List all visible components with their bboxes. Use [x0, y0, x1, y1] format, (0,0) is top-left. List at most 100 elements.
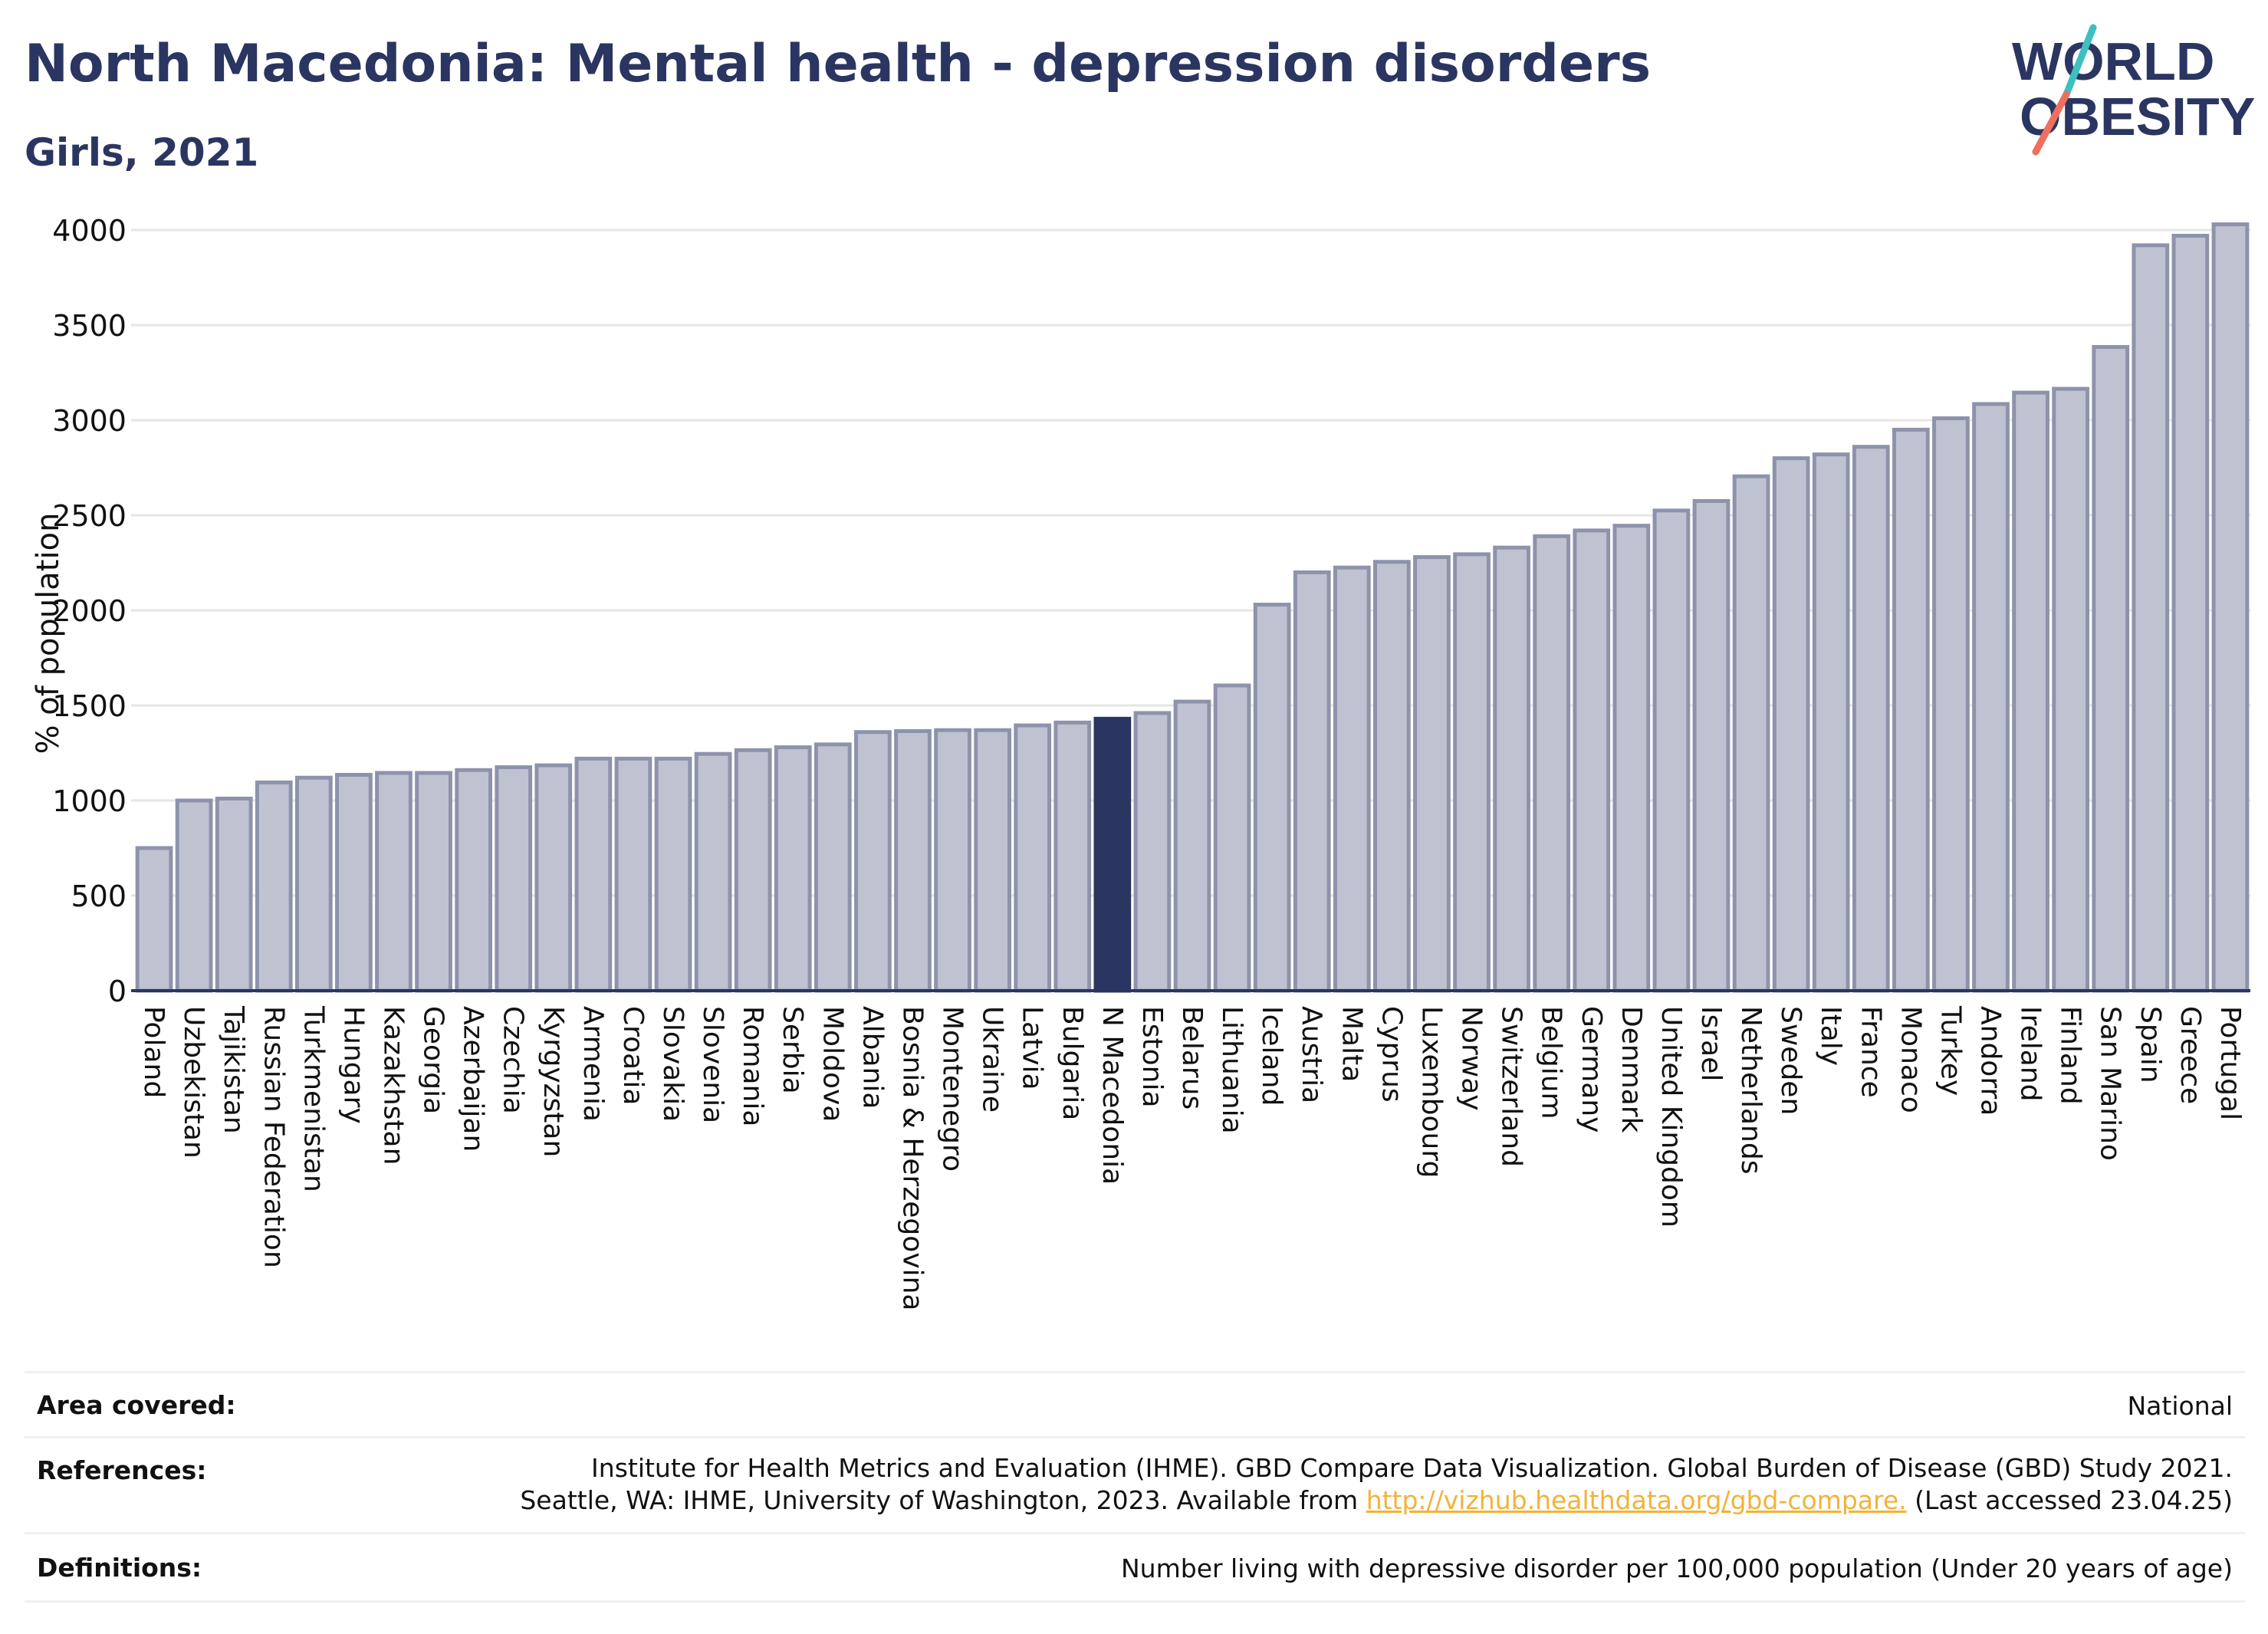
bar: [495, 765, 533, 993]
bar: [1053, 720, 1092, 993]
bar: [1972, 402, 2010, 993]
bar: [1293, 570, 1331, 993]
y-tick-label: 2000: [52, 594, 127, 628]
x-tick-label: Switzerland: [1496, 1006, 1527, 1167]
bar: [654, 756, 692, 993]
x-tick-label: Iceland: [1256, 1006, 1287, 1106]
y-axis-label: % of population: [31, 513, 66, 755]
bar: [1173, 699, 1211, 993]
bar: [854, 730, 892, 993]
bar: [175, 798, 213, 993]
references-label: References:: [37, 1455, 207, 1485]
footer-row-definitions: Definitions: Number living with depressi…: [25, 1532, 2245, 1603]
bar: [1892, 427, 1930, 993]
bar: [1453, 552, 1491, 993]
x-tick-label: Austria: [1296, 1006, 1327, 1103]
bar: [814, 742, 852, 993]
x-tick-label: Cyprus: [1376, 1006, 1407, 1103]
x-tick-label: Tajikistan: [218, 1005, 249, 1134]
bar: [2171, 233, 2210, 993]
bar: [1772, 456, 1810, 993]
logo-slash-coral: [2032, 90, 2070, 156]
x-tick-label: N Macedonia: [1096, 1006, 1128, 1185]
bar: [1413, 555, 1451, 993]
bar: [2012, 390, 2049, 993]
x-tick-label: Albania: [856, 1006, 888, 1109]
logo-word-world: WORLD: [2012, 31, 2214, 91]
x-tick-label: Netherlands: [1735, 1006, 1767, 1174]
bar: [1732, 474, 1770, 993]
references-line-2-start: Seattle, WA: IHME, University of Washing…: [520, 1485, 1366, 1515]
references-line-2-end: (Last accessed 23.04.25): [1906, 1485, 2233, 1515]
x-tick-label: San Marino: [2095, 1006, 2126, 1161]
x-tick-label: Montenegro: [937, 1006, 968, 1172]
x-tick-label: Greece: [2174, 1006, 2206, 1104]
footer-row-references: References: Institute for Health Metrics…: [25, 1436, 2245, 1532]
bar: [1692, 498, 1731, 993]
area-label: Area covered:: [37, 1390, 236, 1420]
definitions-label: Definitions:: [37, 1553, 202, 1583]
x-tick-label: Estonia: [1136, 1006, 1168, 1108]
bar: [614, 756, 652, 993]
y-tick-label: 3000: [52, 404, 127, 438]
bar: [294, 775, 333, 993]
bar: [1014, 723, 1052, 993]
bar: [974, 728, 1011, 993]
x-tick-label: Belarus: [1176, 1006, 1208, 1110]
bar: [1573, 528, 1611, 993]
bar: [1253, 603, 1291, 993]
x-tick-label: Monaco: [1895, 1006, 1926, 1113]
bar: [1213, 683, 1251, 993]
bar: [574, 756, 613, 993]
x-tick-label: Malta: [1336, 1006, 1367, 1082]
references-text: Institute for Health Metrics and Evaluat…: [520, 1452, 2233, 1517]
bar: [934, 728, 971, 993]
bar: [2092, 345, 2130, 993]
x-tick-label: Azerbaijan: [458, 1006, 489, 1152]
logo-word-obesity: OBESITY: [2020, 87, 2254, 146]
x-tick-label: Kyrgyzstan: [537, 1006, 569, 1157]
x-tick-label: United Kingdom: [1655, 1006, 1687, 1228]
definitions-value: Number living with depressive disorder p…: [1121, 1553, 2233, 1583]
x-tick-label: Norway: [1456, 1006, 1487, 1111]
x-tick-label: Slovakia: [657, 1006, 689, 1122]
y-tick-label: 500: [71, 879, 127, 913]
world-obesity-logo: WORLD OBESITY: [2012, 24, 2254, 156]
x-tick-label: France: [1855, 1006, 1886, 1098]
y-tick-label: 3500: [52, 309, 127, 343]
bar: [135, 846, 173, 993]
x-tick-label: Bosnia & Herzegovina: [896, 1006, 928, 1310]
x-tick-label: Luxembourg: [1415, 1006, 1447, 1178]
bar: [1932, 416, 1970, 993]
y-tick-label: 1500: [52, 689, 127, 723]
bar: [1133, 711, 1172, 993]
x-tick-label: Hungary: [337, 1006, 369, 1124]
chart-title: North Macedonia: Mental health - depress…: [25, 34, 1652, 94]
x-tick-label: Turkmenistan: [297, 1005, 329, 1192]
footer-row-area: Area covered: National: [25, 1371, 2245, 1436]
x-tick-label: Serbia: [777, 1006, 808, 1094]
x-tick-label: Bulgaria: [1057, 1006, 1088, 1120]
x-tick-label: Moldova: [817, 1006, 848, 1122]
x-tick-label: Russian Federation: [258, 1006, 289, 1268]
bar: [534, 763, 573, 993]
bar: [2211, 222, 2250, 993]
logo-slash-teal: [2063, 24, 2097, 98]
bar: [1652, 508, 1691, 993]
bar: [2132, 243, 2170, 993]
chart-subtitle: Girls, 2021: [25, 130, 259, 175]
bar: [455, 768, 493, 993]
references-link[interactable]: http://vizhub.healthdata.org/gbd-compare…: [1366, 1485, 1907, 1515]
x-tick-label: Slovenia: [697, 1006, 728, 1123]
x-tick-label: Germany: [1576, 1006, 1607, 1133]
bar: [1333, 565, 1371, 993]
x-tick-label: Kazakhstan: [377, 1006, 409, 1165]
y-tick-label: 0: [108, 975, 127, 1008]
x-tick-label: Poland: [138, 1006, 169, 1098]
bar: [1852, 445, 1890, 993]
x-tick-label: Denmark: [1616, 1006, 1647, 1133]
bar: [1093, 716, 1132, 993]
x-tick-label: Uzbekistan: [178, 1006, 209, 1159]
x-tick-label: Croatia: [617, 1006, 649, 1105]
x-tick-label: Romania: [737, 1006, 768, 1126]
